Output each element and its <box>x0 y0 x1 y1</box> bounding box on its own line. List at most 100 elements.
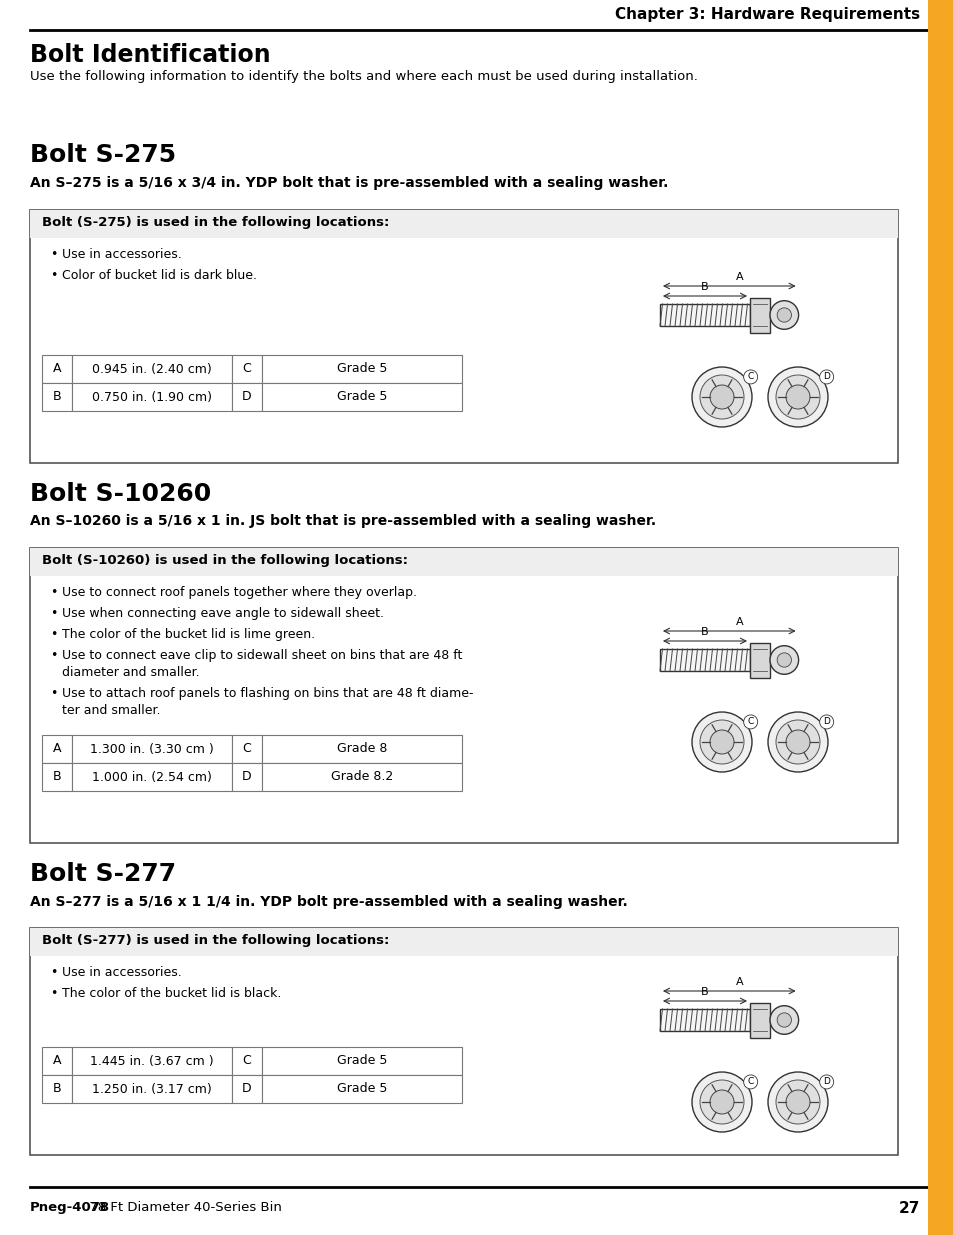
Circle shape <box>775 720 820 764</box>
Bar <box>232 735 262 763</box>
Text: D: D <box>822 718 829 726</box>
Circle shape <box>785 730 809 755</box>
Circle shape <box>767 1072 827 1132</box>
Text: Chapter 3: Hardware Requirements: Chapter 3: Hardware Requirements <box>615 7 919 22</box>
Bar <box>42 763 71 790</box>
Circle shape <box>775 1079 820 1124</box>
Text: The color of the bucket lid is black.: The color of the bucket lid is black. <box>62 987 281 1000</box>
Text: Grade 5: Grade 5 <box>336 1083 387 1095</box>
Text: •: • <box>50 966 57 979</box>
Text: Bolt S-277: Bolt S-277 <box>30 862 176 885</box>
Text: Use in accessories.: Use in accessories. <box>62 248 182 261</box>
Text: A: A <box>52 742 61 756</box>
Text: A: A <box>735 272 742 282</box>
Bar <box>71 735 232 763</box>
Bar <box>71 1074 232 1103</box>
Text: Grade 5: Grade 5 <box>336 1055 387 1067</box>
Text: ter and smaller.: ter and smaller. <box>62 704 160 718</box>
Bar <box>659 304 749 326</box>
Bar <box>71 354 232 383</box>
Text: Grade 5: Grade 5 <box>336 390 387 404</box>
Circle shape <box>767 713 827 772</box>
Bar <box>262 354 461 383</box>
Text: D: D <box>822 1077 829 1087</box>
Bar <box>30 210 897 238</box>
Bar <box>232 354 262 383</box>
Text: B: B <box>700 282 708 291</box>
Text: Bolt S-10260: Bolt S-10260 <box>30 482 211 506</box>
Text: Use to attach roof panels to flashing on bins that are 48 ft diame-: Use to attach roof panels to flashing on… <box>62 687 473 700</box>
Text: Grade 8: Grade 8 <box>336 742 387 756</box>
Circle shape <box>777 653 791 667</box>
Text: B: B <box>52 771 61 783</box>
Text: •: • <box>50 585 57 599</box>
Text: Grade 8.2: Grade 8.2 <box>331 771 393 783</box>
Circle shape <box>769 300 798 330</box>
Bar <box>42 735 71 763</box>
Circle shape <box>775 375 820 419</box>
Text: C: C <box>242 363 251 375</box>
Bar <box>30 548 897 844</box>
Circle shape <box>700 720 743 764</box>
Text: Color of bucket lid is dark blue.: Color of bucket lid is dark blue. <box>62 269 256 282</box>
Bar <box>71 763 232 790</box>
Bar <box>749 642 769 678</box>
Circle shape <box>785 1091 809 1114</box>
Bar <box>749 1003 769 1037</box>
Text: C: C <box>242 742 251 756</box>
Bar <box>262 763 461 790</box>
Bar <box>262 735 461 763</box>
Text: 27: 27 <box>898 1200 919 1216</box>
Text: B: B <box>52 1083 61 1095</box>
Text: C: C <box>747 1077 753 1087</box>
Bar <box>42 383 71 411</box>
Text: A: A <box>735 977 742 987</box>
Circle shape <box>777 1013 791 1028</box>
Bar <box>232 763 262 790</box>
Text: •: • <box>50 687 57 700</box>
Text: 1.445 in. (3.67 cm ): 1.445 in. (3.67 cm ) <box>91 1055 213 1067</box>
Text: Bolt (S-275) is used in the following locations:: Bolt (S-275) is used in the following lo… <box>42 216 389 228</box>
Text: C: C <box>747 373 753 382</box>
Text: •: • <box>50 248 57 261</box>
Circle shape <box>743 715 757 729</box>
Text: diameter and smaller.: diameter and smaller. <box>62 666 199 679</box>
Circle shape <box>691 1072 751 1132</box>
Text: •: • <box>50 987 57 1000</box>
Bar <box>232 383 262 411</box>
Text: An S–10260 is a 5/16 x 1 in. JS bolt that is pre-assembled with a sealing washer: An S–10260 is a 5/16 x 1 in. JS bolt tha… <box>30 514 656 529</box>
Text: A: A <box>52 1055 61 1067</box>
Text: Pneg-4078: Pneg-4078 <box>30 1200 110 1214</box>
Text: The color of the bucket lid is lime green.: The color of the bucket lid is lime gree… <box>62 629 314 641</box>
Circle shape <box>785 385 809 409</box>
Text: 78 Ft Diameter 40-Series Bin: 78 Ft Diameter 40-Series Bin <box>85 1200 281 1214</box>
Bar <box>262 1074 461 1103</box>
Circle shape <box>700 1079 743 1124</box>
Text: C: C <box>242 1055 251 1067</box>
Text: D: D <box>242 390 252 404</box>
Bar <box>262 383 461 411</box>
Circle shape <box>700 375 743 419</box>
Text: 1.300 in. (3.30 cm ): 1.300 in. (3.30 cm ) <box>90 742 213 756</box>
Bar <box>30 210 897 463</box>
Circle shape <box>769 646 798 674</box>
Bar <box>232 1074 262 1103</box>
Text: Use to connect eave clip to sidewall sheet on bins that are 48 ft: Use to connect eave clip to sidewall she… <box>62 650 462 662</box>
Circle shape <box>709 730 733 755</box>
Bar <box>71 383 232 411</box>
Circle shape <box>709 385 733 409</box>
Text: Bolt (S-10260) is used in the following locations:: Bolt (S-10260) is used in the following … <box>42 555 408 567</box>
Text: An S–275 is a 5/16 x 3/4 in. YDP bolt that is pre-assembled with a sealing washe: An S–275 is a 5/16 x 3/4 in. YDP bolt th… <box>30 177 668 190</box>
Text: 0.750 in. (1.90 cm): 0.750 in. (1.90 cm) <box>91 390 212 404</box>
Text: Grade 5: Grade 5 <box>336 363 387 375</box>
Circle shape <box>769 1005 798 1034</box>
Text: A: A <box>52 363 61 375</box>
Text: Use when connecting eave angle to sidewall sheet.: Use when connecting eave angle to sidewa… <box>62 606 384 620</box>
Circle shape <box>709 1091 733 1114</box>
Text: Bolt S-275: Bolt S-275 <box>30 143 176 167</box>
Text: Use to connect roof panels together where they overlap.: Use to connect roof panels together wher… <box>62 585 416 599</box>
Text: •: • <box>50 629 57 641</box>
Circle shape <box>691 713 751 772</box>
Bar <box>659 650 749 671</box>
Bar <box>42 1074 71 1103</box>
